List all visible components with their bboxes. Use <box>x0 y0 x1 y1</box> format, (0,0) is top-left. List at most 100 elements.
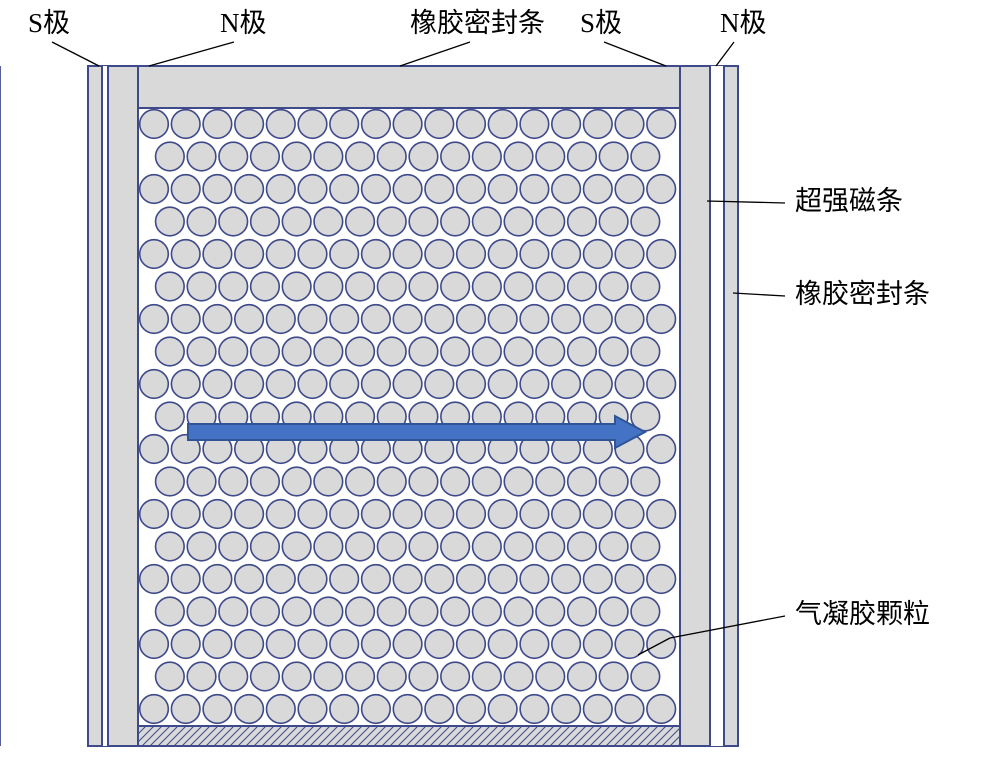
aerogel-particle <box>156 467 185 496</box>
aerogel-particle <box>473 597 502 626</box>
aerogel-particle <box>520 175 549 204</box>
rubber-seal-right <box>724 66 738 746</box>
aerogel-particle <box>187 467 216 496</box>
aerogel-particle <box>457 240 486 269</box>
aerogel-particle <box>409 337 438 366</box>
aerogel-particle <box>203 500 232 529</box>
aerogel-particle <box>599 207 628 236</box>
aerogel-particle <box>267 565 296 594</box>
aerogel-particle <box>631 142 660 171</box>
aerogel-particle <box>504 142 533 171</box>
aerogel-particle <box>473 337 502 366</box>
aerogel-particle <box>457 500 486 529</box>
aerogel-particle <box>409 597 438 626</box>
aerogel-particle <box>251 532 280 561</box>
aerogel-particle <box>171 370 200 399</box>
label-n-pole-left: N极 <box>220 8 267 38</box>
aerogel-particle <box>568 597 597 626</box>
aerogel-particle <box>203 630 232 659</box>
aerogel-particle <box>330 695 359 724</box>
aerogel-particle <box>504 597 533 626</box>
aerogel-particle <box>330 500 359 529</box>
aerogel-particle <box>282 142 311 171</box>
label-super-magnet: 超强磁条 <box>795 186 903 216</box>
aerogel-particle <box>235 500 264 529</box>
aerogel-particle <box>377 337 406 366</box>
aerogel-particle <box>140 175 169 204</box>
aerogel-particle <box>377 467 406 496</box>
aerogel-particle <box>568 467 597 496</box>
aerogel-particle <box>536 662 565 691</box>
aerogel-particle <box>171 500 200 529</box>
aerogel-particle <box>409 142 438 171</box>
aerogel-particle <box>346 207 375 236</box>
aerogel-particle <box>409 207 438 236</box>
label-rubber-seal-right: 橡胶密封条 <box>795 279 930 309</box>
aerogel-particle <box>488 175 517 204</box>
aerogel-particle <box>425 110 454 139</box>
aerogel-particle <box>615 305 644 334</box>
aerogel-particle <box>536 272 565 301</box>
aerogel-particle <box>504 662 533 691</box>
aerogel-particle <box>615 695 644 724</box>
aerogel-particle <box>457 370 486 399</box>
aerogel-particle <box>314 272 343 301</box>
aerogel-particle <box>441 597 470 626</box>
aerogel-particle <box>647 500 676 529</box>
aerogel-particle <box>235 305 264 334</box>
aerogel-particle <box>298 565 327 594</box>
aerogel-particle <box>520 240 549 269</box>
aerogel-particle <box>171 110 200 139</box>
aerogel-particle <box>488 110 517 139</box>
aerogel-particle <box>235 240 264 269</box>
aerogel-particle <box>140 370 169 399</box>
aerogel-particle <box>631 272 660 301</box>
aerogel-particle <box>584 370 613 399</box>
aerogel-particle <box>219 467 248 496</box>
magnet-right <box>680 66 710 746</box>
aerogel-particle <box>235 370 264 399</box>
aerogel-particle <box>488 240 517 269</box>
aerogel-particle <box>314 597 343 626</box>
aerogel-particle <box>631 207 660 236</box>
aerogel-particle <box>631 467 660 496</box>
aerogel-particle <box>219 142 248 171</box>
aerogel-particle <box>536 337 565 366</box>
label-n-pole-right: N极 <box>720 8 767 38</box>
aerogel-particle <box>473 662 502 691</box>
aerogel-particle <box>377 272 406 301</box>
aerogel-particle <box>362 565 391 594</box>
aerogel-particle <box>171 565 200 594</box>
aerogel-particle <box>171 305 200 334</box>
aerogel-particle <box>251 142 280 171</box>
aerogel-particle <box>488 565 517 594</box>
aerogel-particle <box>536 597 565 626</box>
aerogel-particle <box>441 207 470 236</box>
aerogel-particle <box>473 532 502 561</box>
aerogel-particle <box>552 500 581 529</box>
aerogel-particle <box>425 240 454 269</box>
aerogel-particle <box>584 630 613 659</box>
aerogel-particle <box>346 597 375 626</box>
aerogel-particle <box>393 565 422 594</box>
aerogel-particle <box>504 467 533 496</box>
aerogel-particle <box>219 597 248 626</box>
aerogel-particle <box>457 630 486 659</box>
aerogel-particle <box>441 272 470 301</box>
aerogel-particle <box>647 175 676 204</box>
aerogel-particle <box>457 565 486 594</box>
aerogel-particle <box>235 630 264 659</box>
aerogel-particle <box>203 240 232 269</box>
aerogel-particle <box>552 110 581 139</box>
aerogel-particle <box>219 272 248 301</box>
label-s-pole-right: S极 <box>580 8 622 38</box>
aerogel-particle <box>346 532 375 561</box>
aerogel-particle <box>267 175 296 204</box>
aerogel-particle <box>599 597 628 626</box>
aerogel-particle <box>267 110 296 139</box>
aerogel-particle <box>552 630 581 659</box>
aerogel-particle <box>599 532 628 561</box>
aerogel-particle <box>599 272 628 301</box>
magnet-left <box>108 66 138 746</box>
aerogel-particle <box>156 402 185 431</box>
